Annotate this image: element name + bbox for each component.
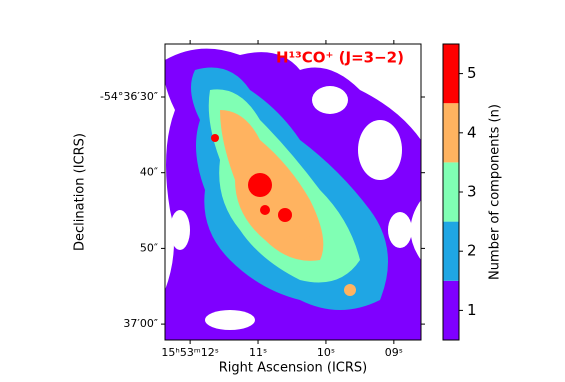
y-tick-label: -54°36′30″ — [100, 90, 158, 103]
y-tick-label: 40″ — [140, 166, 158, 179]
colorbar-tick-label: 4 — [467, 123, 477, 141]
colorbar-label: Number of components (n) — [488, 104, 503, 280]
colorbar-tick-label: 1 — [467, 301, 477, 319]
plot-frame — [164, 43, 422, 341]
colorbar-band — [443, 162, 459, 222]
x-axis-label: Right Ascension (ICRS) — [219, 361, 367, 376]
colorbar-band — [443, 103, 459, 163]
colorbar-band — [443, 44, 459, 104]
x-tick-label: 11ˢ — [249, 346, 267, 359]
colorbar-tick-label: 5 — [467, 64, 477, 82]
y-tick-label: 37′00″ — [123, 317, 158, 330]
x-tick-label: 15ʰ53ᵐ12ˢ — [161, 346, 218, 359]
colorbar-tick-label: 3 — [467, 183, 477, 201]
chart-title: H¹³CO⁺ (J=3−2) — [276, 49, 404, 67]
y-tick-label: 50″ — [140, 241, 158, 254]
colorbar-frame — [442, 43, 460, 341]
x-tick-label: 09ˢ — [385, 346, 403, 359]
colorbar-band — [443, 221, 459, 281]
x-tick-label: 10ˢ — [317, 346, 335, 359]
y-axis-label: Declination (ICRS) — [73, 133, 88, 251]
map-image — [165, 48, 421, 340]
colorbar-band — [443, 280, 459, 340]
colorbar-tick-label: 2 — [467, 242, 477, 260]
